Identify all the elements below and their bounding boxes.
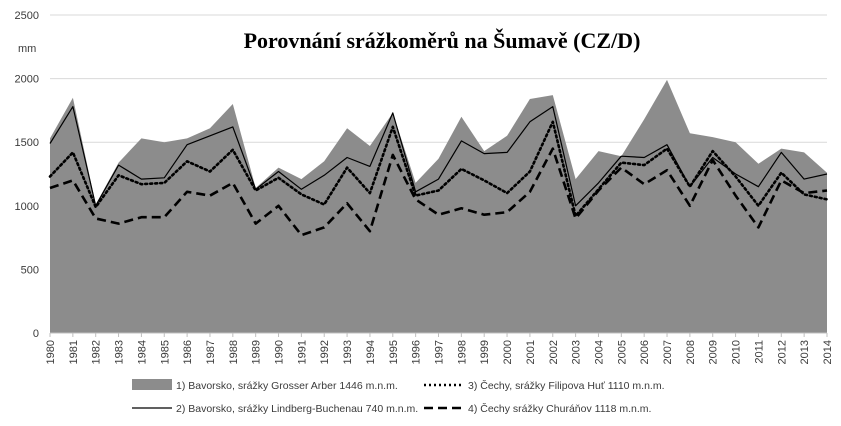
y-tick-label: 500	[21, 264, 39, 276]
area-layer	[50, 79, 827, 334]
x-tick-label: 1989	[251, 340, 263, 364]
x-tick-label: 1988	[228, 340, 240, 364]
x-tick-label: 1995	[388, 340, 400, 364]
series-line-3	[48, 120, 829, 218]
legend-label: 1) Bavorsko, srážky Grosser Arber 1446 m…	[176, 380, 398, 392]
chart-title: Porovnání srážkoměrů na Šumavě (CZ/D)	[244, 28, 641, 53]
x-tick-label: 2000	[502, 340, 514, 364]
series-area-grosser-arber	[50, 79, 827, 334]
y-tick-label: 2000	[15, 74, 39, 86]
x-tick-label: 1998	[456, 340, 468, 364]
x-tick-label: 1982	[91, 340, 103, 364]
x-tick-label: 1990	[274, 340, 286, 364]
x-tick-label: 1980	[45, 340, 57, 364]
x-tick-label: 2001	[525, 340, 537, 364]
series-line-4	[49, 147, 828, 237]
x-tick-labels: 1980 1981 1982 1983 1984 1985 1986 1987 1988 1989…	[45, 340, 834, 364]
x-tick-label: 2013	[799, 340, 811, 364]
x-tick-label: 1999	[479, 340, 491, 364]
x-tick-label: 1987	[205, 340, 217, 364]
x-tick-label: 1984	[136, 340, 148, 364]
y-axis-label: mm	[18, 43, 36, 55]
x-tick-label: 1993	[342, 340, 354, 364]
legend-label: 3) Čechy, srážky Filipova Huť 1110 m.n.m…	[468, 379, 665, 392]
y-tick-labels: 0 500 1000 1500 2000 2500	[15, 10, 39, 340]
x-tick-label: 1992	[319, 340, 331, 364]
legend-swatch-area	[132, 379, 172, 390]
x-tick-label: 1991	[296, 340, 308, 364]
x-tick-label: 2009	[708, 340, 720, 364]
y-tick-label: 1500	[15, 137, 39, 149]
lines-layer	[48, 105, 829, 237]
x-tick-label: 2011	[753, 340, 765, 364]
x-tick-label: 2010	[731, 340, 743, 364]
legend: 1) Bavorsko, srážky Grosser Arber 1446 m…	[132, 379, 665, 415]
x-tick-label: 2012	[776, 340, 788, 364]
y-tick-label: 0	[33, 328, 39, 340]
x-tick-label: 2002	[548, 340, 560, 364]
x-tick-label: 2014	[822, 340, 834, 364]
x-tick-label: 2003	[571, 340, 583, 364]
x-tick-label: 1996	[411, 340, 423, 364]
y-tick-label: 1000	[15, 201, 39, 213]
legend-label: 2) Bavorsko, srážky Lindberg-Buchenau 74…	[176, 403, 418, 415]
x-tick-label: 2004	[593, 340, 605, 364]
x-tick-label: 1981	[68, 340, 80, 364]
x-tick-label: 2005	[616, 340, 628, 364]
axes	[49, 332, 828, 337]
x-tick-label: 1983	[114, 340, 126, 364]
x-tick-label: 2006	[639, 340, 651, 364]
x-tick-label: 1997	[434, 340, 446, 364]
x-tick-label: 1994	[365, 340, 377, 364]
legend-label: 4) Čechy srážky Churáňov 1118 m.n.m.	[468, 402, 651, 415]
x-tick-label: 1985	[159, 340, 171, 364]
x-tick-label: 1986	[182, 340, 194, 364]
x-tick-label: 2008	[685, 340, 697, 364]
x-tick-label: 2007	[662, 340, 674, 364]
y-tick-label: 2500	[15, 10, 39, 22]
